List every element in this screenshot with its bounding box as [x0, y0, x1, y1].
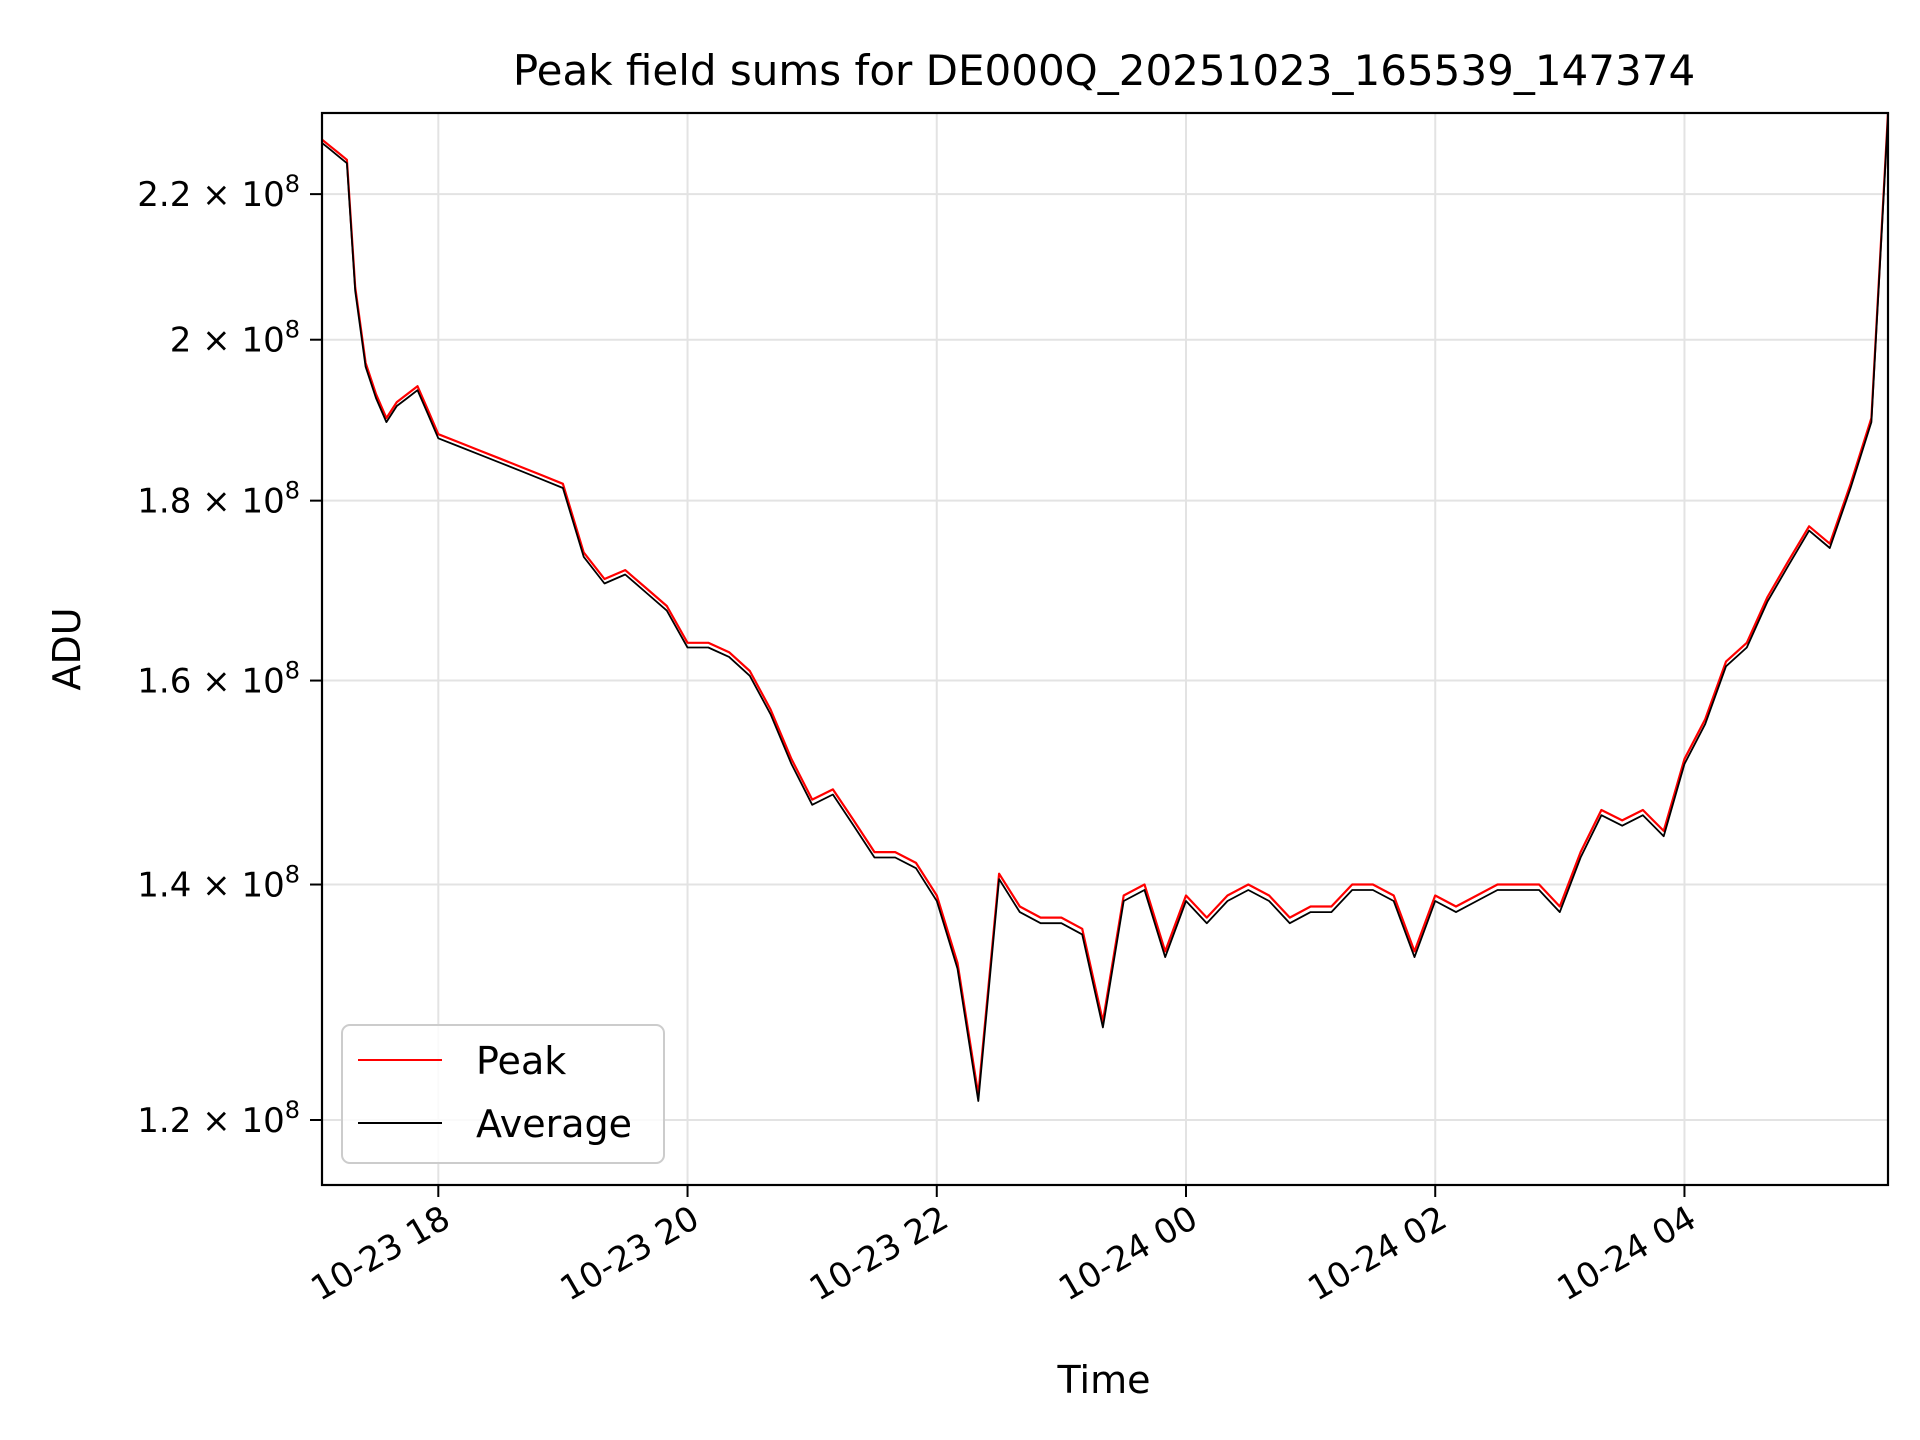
series-line-average	[321, 116, 1889, 1102]
y-tick-mantissa: 1.6	[137, 662, 191, 702]
y-axis-label: ADU	[45, 607, 89, 690]
y-tick-exponent: 8	[285, 170, 300, 198]
y-tick-mantissa: 2.2	[137, 175, 191, 215]
y-tick-label: 1.8 × 108	[137, 477, 300, 522]
series-line-peak	[321, 112, 1890, 1096]
y-tick-label: 2.2 × 108	[137, 170, 300, 215]
y-tick-mantissa: 1.8	[137, 482, 191, 522]
series-group	[321, 112, 1890, 1102]
legend: Peak Average	[341, 1024, 665, 1164]
y-tick-exponent: 8	[285, 861, 300, 889]
y-tick-times: × 10	[191, 866, 284, 906]
chart-title: Peak field sums for DE000Q_20251023_1655…	[513, 46, 1695, 95]
y-tick-exponent: 8	[285, 657, 300, 685]
plot-frame	[320, 111, 1890, 1187]
y-tick-mantissa: 1.2	[137, 1101, 191, 1141]
y-tick-label: 1.4 × 108	[137, 861, 300, 906]
y-tick-times: × 10	[191, 662, 284, 702]
y-tick-exponent: 8	[285, 316, 300, 344]
y-tick-exponent: 8	[285, 1096, 300, 1124]
x-axis-label: Time	[1057, 1358, 1151, 1402]
y-tick-label: 1.2 × 108	[137, 1096, 300, 1141]
y-tick-times: × 10	[191, 321, 284, 361]
y-tick-times: × 10	[191, 1101, 284, 1141]
y-tick-mantissa: 2	[170, 321, 192, 361]
y-tick-label: 1.6 × 108	[137, 657, 300, 702]
y-tick-times: × 10	[191, 175, 284, 215]
y-tick-exponent: 8	[285, 477, 300, 505]
y-tick-times: × 10	[191, 482, 284, 522]
legend-label-average: Average	[476, 1102, 632, 1146]
legend-label-peak: Peak	[476, 1039, 566, 1083]
y-tick-label: 2 × 108	[170, 316, 300, 361]
y-tick-mantissa: 1.4	[137, 866, 191, 906]
